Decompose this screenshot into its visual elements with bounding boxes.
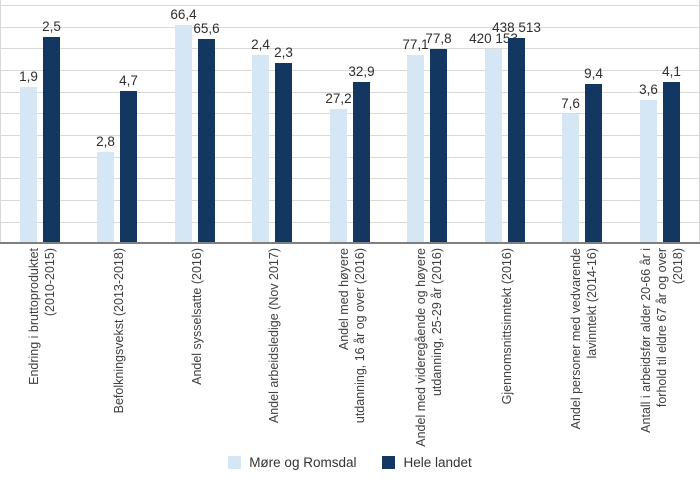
bar-hele-landet — [120, 91, 137, 242]
x-axis-line — [0, 242, 700, 244]
bar-more-og-romsdal — [20, 87, 37, 242]
bar-hele-landet — [198, 39, 215, 242]
gridline — [1, 69, 699, 71]
bar-value-label: 77,1 — [402, 37, 429, 52]
bar-value-label: 66,4 — [170, 7, 197, 22]
gridline — [1, 199, 699, 201]
bar-value-label: 1,9 — [19, 69, 38, 84]
bar-more-og-romsdal — [562, 114, 579, 242]
bar-value-label: 2,3 — [274, 45, 293, 60]
bar-hele-landet — [430, 49, 447, 242]
legend-label: Hele landet — [403, 455, 472, 470]
bar-value-label: 3,6 — [639, 82, 658, 97]
bar-value-label: 9,4 — [584, 66, 603, 81]
bar-value-label: 27,2 — [325, 91, 352, 106]
category-label: Andel med videregående og høyere utdanni… — [414, 248, 444, 447]
bar-value-label: 65,6 — [193, 21, 220, 36]
bar-value-label: 4,1 — [662, 64, 681, 79]
category-label: Andel sysselsatte (2016) — [190, 248, 204, 385]
bar-value-label: 438 513 — [492, 20, 541, 35]
gridline — [1, 48, 699, 50]
gridline — [1, 178, 699, 180]
bar-more-og-romsdal — [252, 55, 269, 242]
category-label: Andel personer med vedvarende lavinntekt… — [569, 248, 599, 430]
bar-more-og-romsdal — [485, 49, 502, 242]
bar-value-label: 2,5 — [42, 19, 61, 34]
bar-hele-landet — [275, 63, 292, 242]
bar-more-og-romsdal — [97, 152, 114, 242]
category-label: Endring i bruttoproduktet (2010-2015) — [27, 248, 57, 385]
bar-more-og-romsdal — [407, 55, 424, 242]
bar-hele-landet — [353, 82, 370, 242]
legend-swatch-light-icon — [228, 456, 242, 469]
category-label: Gjennomsnittsinntekt (2016) — [500, 248, 514, 405]
gridline — [1, 134, 699, 136]
bar-value-label: 4,7 — [119, 73, 138, 88]
legend-item-hele-landet: Hele landet — [382, 455, 472, 470]
legend-swatch-dark-icon — [382, 456, 396, 469]
gridline — [1, 5, 699, 6]
category-label: Antall i arbeidsfør alder 20-66 år i for… — [639, 248, 685, 433]
legend-label: Møre og Romsdal — [249, 455, 357, 470]
bar-more-og-romsdal — [175, 25, 192, 242]
bar-hele-landet — [508, 38, 525, 242]
bar-value-label: 2,4 — [251, 37, 270, 52]
category-label: Andel arbeidsledige (Nov 2017) — [267, 248, 281, 424]
bar-value-label: 420 153 — [469, 31, 518, 46]
gridline — [1, 221, 699, 223]
bar-hele-landet — [663, 82, 680, 242]
gridline — [1, 113, 699, 115]
bar-more-og-romsdal — [640, 100, 657, 242]
category-label: Andel med høyere utdanning, 16 år og ove… — [337, 248, 367, 424]
bar-value-label: 2,8 — [96, 134, 115, 149]
gridline — [1, 26, 699, 28]
plot-area: 1,9 2,5 2,8 4,7 66,4 65,6 2,4 2,3 27,2 32,9 77,1 77… — [0, 0, 700, 242]
bar-value-label: 77,8 — [425, 31, 452, 46]
bar-more-og-romsdal — [330, 109, 347, 242]
legend: Møre og Romsdal Hele landet — [0, 455, 700, 470]
bar-value-label: 32,9 — [348, 64, 375, 79]
category-label: Befolkningsvekst (2013-2018) — [112, 248, 126, 414]
bar-hele-landet — [43, 37, 60, 242]
bar-value-label: 7,6 — [561, 96, 580, 111]
gridline — [1, 91, 699, 93]
legend-item-more-og-romsdal: Møre og Romsdal — [228, 455, 356, 470]
bar-hele-landet — [585, 84, 602, 242]
gridline — [1, 156, 699, 158]
